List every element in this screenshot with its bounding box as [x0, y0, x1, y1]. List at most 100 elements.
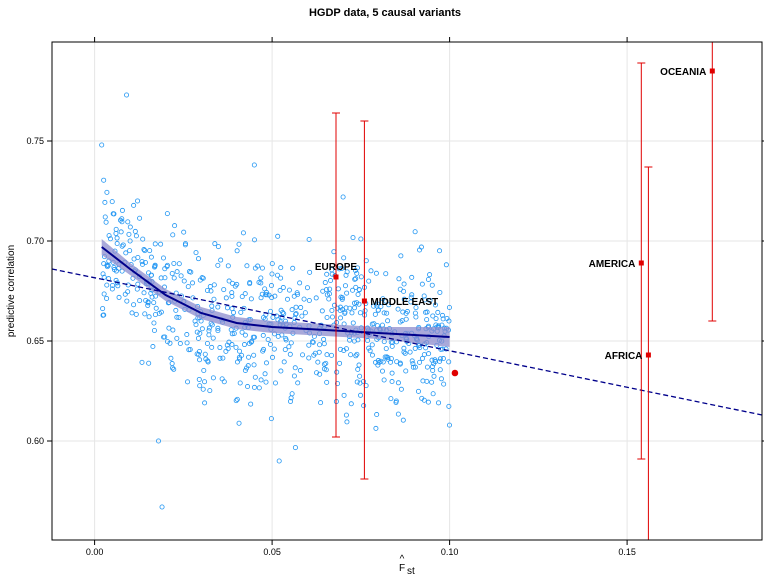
scatter-point-633	[125, 289, 131, 295]
scatter-point-269	[169, 365, 175, 371]
scatter-point-408	[297, 368, 303, 374]
scatter-point-498	[242, 367, 248, 373]
scatter-point-335	[219, 376, 225, 382]
scatter-point-108	[344, 269, 350, 275]
scatter-point-10	[276, 458, 282, 464]
scatter-point-727	[348, 352, 354, 358]
scatter-point-491	[397, 286, 403, 292]
scatter-point-56	[383, 346, 389, 352]
scatter-point-512	[236, 354, 242, 360]
scatter-point-488	[120, 242, 126, 248]
scatter-point-653	[401, 349, 407, 355]
scatter-point-354	[278, 265, 284, 271]
scatter-point-462	[350, 287, 356, 293]
scatter-point-587	[350, 235, 356, 241]
scatter-point-722	[398, 386, 404, 392]
scatter-point-542	[142, 259, 148, 265]
scatter-point-403	[322, 280, 328, 286]
scatter-point-406	[289, 391, 295, 397]
scatter-point-742	[217, 355, 223, 361]
scatter-point-72	[252, 374, 258, 380]
scatter-point-256	[329, 271, 335, 277]
scatter-point-372	[150, 344, 156, 350]
scatter-point-65	[258, 280, 264, 286]
region-marker-0	[333, 274, 339, 280]
scatter-point-25	[101, 274, 107, 280]
scatter-point-438	[224, 342, 230, 348]
scatter-point-514	[245, 363, 251, 369]
scatter-point-140	[334, 369, 340, 375]
scatter-point-308	[433, 316, 439, 322]
scatter-point-198	[146, 314, 152, 320]
scatter-point-708	[270, 314, 276, 320]
scatter-point-466	[353, 353, 359, 359]
scatter-point-333	[293, 311, 299, 317]
scatter-point-17	[408, 299, 414, 305]
scatter-point-624	[171, 366, 177, 372]
scatter-point-297	[408, 294, 414, 300]
scatter-point-61	[101, 177, 107, 183]
scatter-point-725	[185, 284, 191, 290]
scatter-point-100	[164, 211, 170, 217]
scatter-point-179	[229, 293, 235, 299]
scatter-point-495	[419, 355, 425, 361]
scatter-point-609	[348, 401, 354, 407]
scatter-point-513	[368, 268, 374, 274]
scatter-point-359	[261, 346, 267, 352]
scatter-point-584	[324, 379, 330, 385]
scatter-point-668	[236, 241, 242, 247]
scatter-point-518	[286, 287, 292, 293]
scatter-point-177	[384, 354, 390, 360]
scatter-point-452	[209, 344, 215, 350]
scatter-point-572	[418, 244, 424, 250]
scatter-point-260	[349, 310, 355, 316]
scatter-point-639	[371, 321, 377, 327]
x-tick-label-1: 0.05	[263, 547, 281, 557]
scatter-point-412	[193, 250, 199, 256]
scatter-point-560	[188, 269, 194, 275]
scatter-point-739	[171, 275, 177, 281]
scatter-point-579	[395, 411, 401, 417]
scatter-point-444	[207, 388, 213, 394]
scatter-point-435	[361, 403, 367, 409]
scatter-point-602	[110, 211, 116, 217]
scatter-point-726	[441, 381, 447, 387]
x-tick-label-0: 0.00	[86, 547, 104, 557]
region-label-0: EUROPE	[315, 262, 358, 273]
scatter-point-573	[174, 335, 180, 341]
scatter-point-490	[131, 302, 137, 308]
scatter-point-677	[165, 339, 171, 345]
scatter-point-168	[204, 340, 210, 346]
scatter-point-407	[401, 296, 407, 302]
scatter-point-565	[142, 248, 148, 254]
scatter-point-640	[168, 355, 174, 361]
scatter-point-533	[366, 278, 372, 284]
scatter-point-416	[310, 339, 316, 345]
scatter-point-11	[340, 194, 346, 200]
scatter-point-716	[425, 276, 431, 282]
scatter-point-193	[295, 380, 301, 386]
scatter-point-312	[237, 348, 243, 354]
scatter-point-144	[252, 237, 258, 243]
scatter-point-33	[446, 359, 452, 365]
scatter-point-744	[194, 351, 200, 357]
scatter-point-689	[299, 313, 305, 319]
scatter-point-519	[158, 309, 164, 315]
y-axis-label: predictive correlation	[6, 245, 17, 337]
scatter-point-402	[437, 367, 443, 373]
scatter-point-493	[354, 351, 360, 357]
scatter-point-601	[195, 335, 201, 341]
scatter-point-671	[125, 282, 131, 288]
scatter-point-477	[192, 318, 198, 324]
scatter-point-222	[341, 255, 347, 261]
scatter-point-209	[410, 364, 416, 370]
scatter-point-117	[379, 368, 385, 374]
scatter-point-194	[412, 364, 418, 370]
scatter-point-437	[199, 326, 205, 332]
scatter-point-608	[293, 304, 299, 310]
scatter-point-125	[151, 300, 157, 306]
scatter-point-446	[140, 236, 146, 242]
scatter-point-202	[355, 291, 361, 297]
scatter-point-150	[126, 231, 132, 237]
